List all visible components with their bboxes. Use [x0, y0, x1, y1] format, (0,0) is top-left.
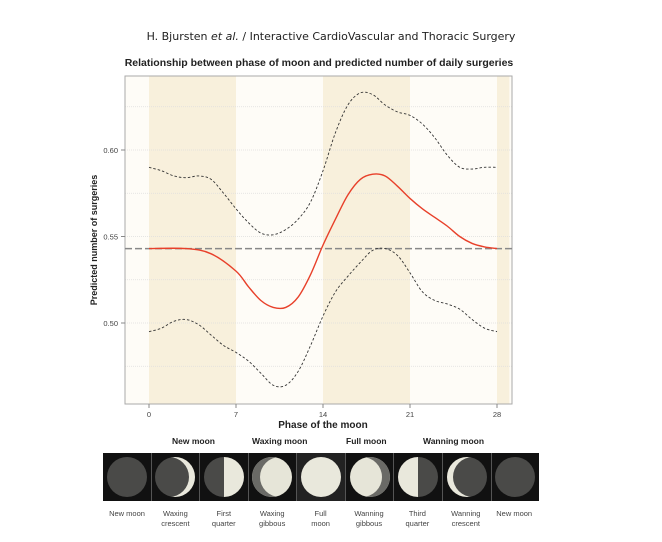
- moon-phase-label-line2: quarter: [211, 519, 236, 528]
- plot-frame: [124, 75, 513, 405]
- moon-waxing-gibbous-icon: [252, 457, 293, 497]
- series-upper-ci: [148, 91, 498, 236]
- x-tick-label: 28: [493, 410, 501, 419]
- moon-phase-label: Waxing gibbous: [248, 509, 296, 529]
- moon-waxing-crescent: [152, 453, 201, 501]
- moon-phase-label-line2: quarter: [405, 519, 430, 528]
- moon-phase-label-line2: moon: [311, 519, 330, 528]
- moon-phase-label-line2: crescent: [161, 519, 190, 528]
- y-axis-label: Predicted number of surgeries: [89, 175, 99, 306]
- chart-title: Relationship between phase of moon and p…: [125, 57, 514, 69]
- group-label-full-moon: Full moon: [346, 436, 387, 446]
- group-label-waxing-moon: Waxing moon: [252, 436, 308, 446]
- x-tick-label: 0: [147, 410, 151, 419]
- moon-phase-label-line1: Full: [314, 509, 327, 518]
- moon-phase-label-line1: New moon: [109, 509, 145, 518]
- moon-phase-label-line1: Waxing: [163, 509, 188, 518]
- moon-new-end-icon: [495, 457, 536, 497]
- series-predicted: [148, 173, 498, 310]
- moon-waxing-crescent-icon: [155, 457, 196, 497]
- moon-wanning-crescent-icon: [446, 457, 487, 497]
- moon-full: [297, 453, 346, 501]
- page-header: H. Bjursten et al. / Interactive CardioV…: [0, 30, 662, 43]
- moon-phase-strip: [103, 453, 539, 501]
- moon-phase-label-line1: First: [216, 509, 232, 518]
- moon-new: [103, 453, 152, 501]
- moon-full-icon: [301, 457, 342, 497]
- moon-wanning-gibbous-icon: [349, 457, 390, 497]
- moon-phase-label-line2: crescent: [451, 519, 480, 528]
- shaded-band: [323, 76, 410, 404]
- moon-new-end: [492, 453, 540, 501]
- moon-phase-label: Waxing crescent: [151, 509, 199, 529]
- moon-phase-label: First quarter: [200, 509, 248, 529]
- x-axis-label: Phase of the moon: [278, 420, 367, 430]
- shaded-band: [497, 76, 510, 404]
- moon-phase-label-line2: gibbous: [259, 519, 286, 528]
- moon-third-quarter: [394, 453, 443, 501]
- moon-phase-label-line1: Wanning: [451, 509, 481, 518]
- moon-first-quarter-icon: [203, 457, 244, 497]
- moon-wanning-gibbous: [346, 453, 395, 501]
- x-tick-label: 7: [234, 410, 238, 419]
- header-journal: / Interactive CardioVascular and Thoraci…: [242, 30, 516, 43]
- series-lower-ci: [148, 247, 498, 388]
- shaded-band: [149, 76, 236, 404]
- moon-phase-label-line1: Wanning: [354, 509, 384, 518]
- moon-phase-chart: Relationship between phase of moon and p…: [89, 57, 514, 430]
- moon-first-quarter: [200, 453, 249, 501]
- moon-phase-label-line2: gibbous: [355, 519, 383, 528]
- moon-phase-label: New moon: [103, 509, 151, 519]
- moon-phase-label: New moon: [490, 509, 538, 519]
- moon-phase-label: Full moon: [297, 509, 345, 529]
- moon-third-quarter-icon: [398, 457, 439, 497]
- y-tick-label: 0.50: [103, 319, 118, 328]
- group-label-wanning-moon: Wanning moon: [423, 436, 485, 446]
- moon-phase-label-line1: New moon: [496, 509, 533, 518]
- y-tick-label: 0.55: [103, 233, 118, 242]
- moon-phase-label-line1: Third: [408, 509, 426, 518]
- header-authors: H. Bjursten: [146, 30, 208, 43]
- moon-phase-label: Wanning crescent: [442, 509, 490, 529]
- x-tick-label: 14: [319, 410, 327, 419]
- group-label-new-moon: New moon: [172, 436, 215, 446]
- moon-phase-label: Third quarter: [393, 509, 441, 529]
- y-tick-label: 0.60: [103, 146, 118, 155]
- moon-phase-label: Wanning gibbous: [345, 509, 393, 529]
- header-etal: et al.: [211, 30, 239, 43]
- x-tick-label: 21: [406, 410, 414, 419]
- moon-new-icon: [106, 457, 147, 497]
- moon-wanning-crescent: [443, 453, 492, 501]
- moon-waxing-gibbous: [249, 453, 298, 501]
- moon-phase-label-line1: Waxing: [259, 509, 285, 518]
